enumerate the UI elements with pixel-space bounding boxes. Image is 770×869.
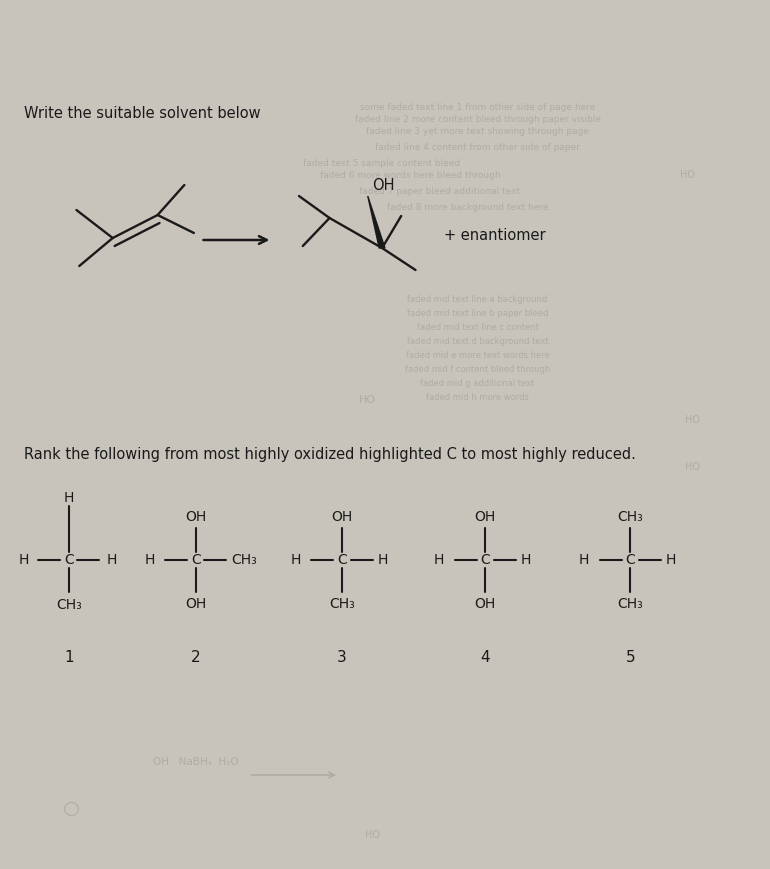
Text: C: C xyxy=(337,553,346,567)
Text: H: H xyxy=(521,553,531,567)
Text: H: H xyxy=(377,553,387,567)
Text: faded line 4 content from other side of paper: faded line 4 content from other side of … xyxy=(375,143,580,152)
Text: OH: OH xyxy=(373,178,395,194)
Text: + enantiomer: + enantiomer xyxy=(444,228,546,242)
Text: H: H xyxy=(107,553,117,567)
Text: OH   NaBH₄  H₂O: OH NaBH₄ H₂O xyxy=(153,757,239,767)
Text: faded line 3 yet more text showing through page: faded line 3 yet more text showing throu… xyxy=(366,128,589,136)
Text: faded mid text d background text: faded mid text d background text xyxy=(407,337,548,347)
Text: CH₃: CH₃ xyxy=(618,510,643,524)
Text: CH₃: CH₃ xyxy=(618,597,643,611)
Text: C: C xyxy=(64,553,74,567)
Text: HO: HO xyxy=(365,830,380,840)
Text: C: C xyxy=(625,553,635,567)
Text: H: H xyxy=(64,491,74,505)
Text: CH₃: CH₃ xyxy=(329,597,355,611)
Text: faded 7 paper bleed additional text: faded 7 paper bleed additional text xyxy=(359,188,520,196)
Text: H: H xyxy=(144,553,155,567)
Text: C: C xyxy=(480,553,490,567)
Text: OH: OH xyxy=(331,510,353,524)
Text: faded mid h more words: faded mid h more words xyxy=(426,394,529,402)
Text: OH: OH xyxy=(474,597,496,611)
Text: OH: OH xyxy=(186,597,206,611)
Text: HO: HO xyxy=(685,415,700,425)
Text: HO: HO xyxy=(685,462,700,472)
Text: Rank the following from most highly oxidized highlighted C to most highly reduce: Rank the following from most highly oxid… xyxy=(24,448,636,462)
Polygon shape xyxy=(368,196,385,248)
Text: H: H xyxy=(18,553,28,567)
Text: faded mid text line b paper bleed: faded mid text line b paper bleed xyxy=(407,309,548,319)
Text: CH₃: CH₃ xyxy=(231,553,257,567)
Text: HO: HO xyxy=(359,395,377,405)
Text: C: C xyxy=(191,553,201,567)
Text: H: H xyxy=(666,553,676,567)
Text: faded mid f content bleed through: faded mid f content bleed through xyxy=(405,366,551,375)
Text: faded mid g additional text: faded mid g additional text xyxy=(420,380,535,388)
Text: faded 8 more background text here: faded 8 more background text here xyxy=(387,203,549,213)
Text: faded 6 more words here bleed through: faded 6 more words here bleed through xyxy=(320,171,501,181)
Text: 1: 1 xyxy=(64,649,74,665)
Text: ○: ○ xyxy=(63,799,80,818)
Text: 5: 5 xyxy=(625,649,635,665)
Text: faded mid text line a background: faded mid text line a background xyxy=(407,295,547,304)
Text: H: H xyxy=(579,553,589,567)
Text: H: H xyxy=(290,553,301,567)
Text: OH: OH xyxy=(474,510,496,524)
Text: 3: 3 xyxy=(337,649,346,665)
Text: faded mid text line c content: faded mid text line c content xyxy=(417,323,538,333)
Text: OH: OH xyxy=(186,510,206,524)
Text: 2: 2 xyxy=(191,649,201,665)
Text: HO: HO xyxy=(680,170,695,180)
Text: 4: 4 xyxy=(480,649,490,665)
Text: faded line 2 more content bleed through paper visible: faded line 2 more content bleed through … xyxy=(355,116,601,124)
Text: H: H xyxy=(434,553,444,567)
Text: some faded text line 1 from other side of page here: some faded text line 1 from other side o… xyxy=(360,103,595,112)
Text: Write the suitable solvent below: Write the suitable solvent below xyxy=(24,105,260,121)
Text: faded text 5 sample content bleed: faded text 5 sample content bleed xyxy=(303,160,460,169)
Text: faded mid e more text words here: faded mid e more text words here xyxy=(406,351,550,361)
Text: CH₃: CH₃ xyxy=(56,598,82,612)
